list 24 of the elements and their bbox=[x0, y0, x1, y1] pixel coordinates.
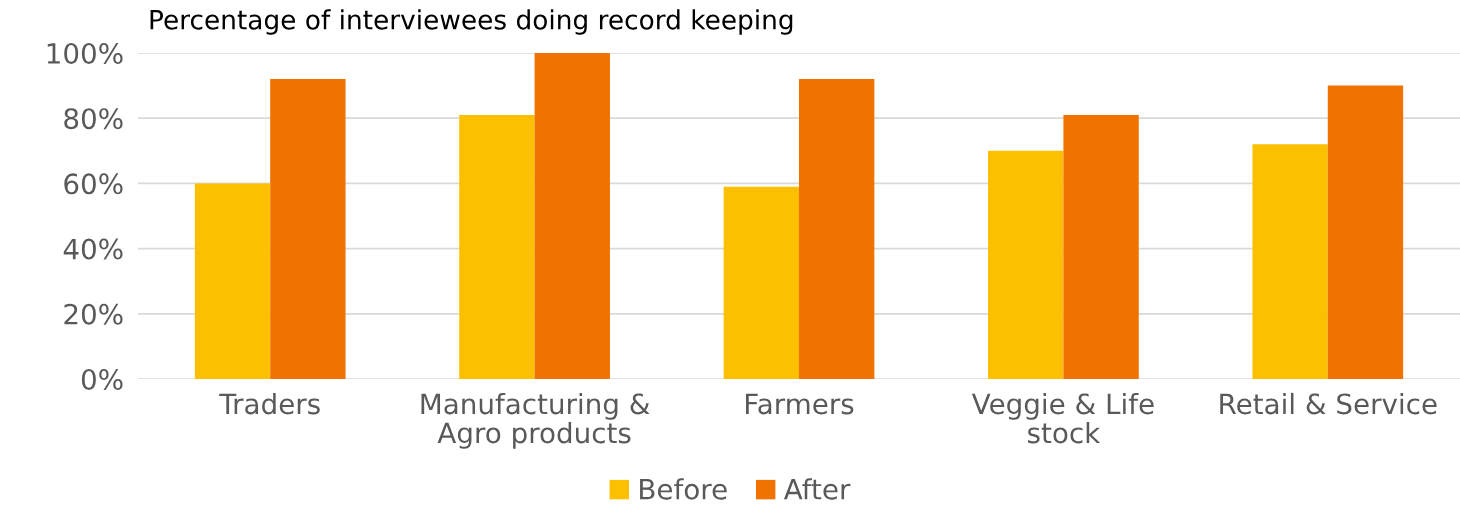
legend-label: Before bbox=[640, 478, 727, 500]
bar bbox=[194, 183, 271, 379]
y-tick-label: 80% bbox=[64, 108, 123, 130]
y-tick-label: 20% bbox=[64, 303, 123, 325]
y-tick-label: 0% bbox=[81, 368, 123, 390]
bar bbox=[459, 114, 535, 379]
chart-title: Percentage of interviewees doing record keeping bbox=[150, 9, 793, 35]
bar bbox=[1252, 144, 1328, 379]
bar bbox=[723, 186, 799, 379]
bar bbox=[988, 150, 1064, 379]
y-tick-label: 40% bbox=[63, 238, 123, 260]
legend-label: After bbox=[783, 478, 851, 500]
bar bbox=[799, 79, 875, 379]
x-tick-label: Traders bbox=[219, 392, 320, 415]
x-tick-label: Veggie & Life stock bbox=[971, 392, 1154, 444]
bar bbox=[1063, 114, 1139, 379]
x-tick-label: Farmers bbox=[746, 393, 854, 415]
x-tick-label: Manufacturing & Agro products bbox=[421, 392, 650, 449]
x-tick-label: Retail & Service bbox=[1220, 392, 1437, 415]
bar bbox=[270, 79, 346, 379]
bar bbox=[1327, 85, 1404, 379]
bar bbox=[534, 53, 610, 379]
y-tick-label: 100% bbox=[47, 42, 123, 64]
y-tick-label: 60% bbox=[64, 173, 123, 195]
